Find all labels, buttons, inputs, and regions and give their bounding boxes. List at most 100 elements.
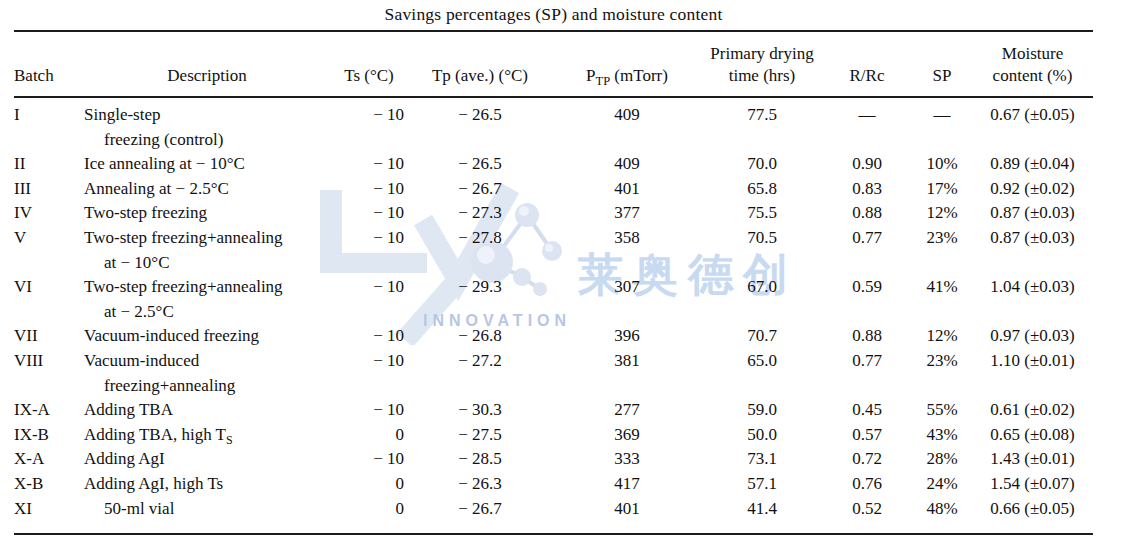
cell-drying-time: 59.0 [702,398,822,423]
cell-tp: − 30.3 [408,398,552,423]
cell-description: Adding AgI [84,447,330,472]
cell-batch: IV [14,201,84,226]
cell-description: Vacuum-induced freezing+annealing [84,349,330,398]
cell-batch: VIII [14,349,84,398]
cell-moisture: 0.97 (±0.03) [972,324,1093,349]
cell-ptp: 396 [552,324,702,349]
cell-rrc: 0.90 [822,152,912,177]
cell-batch: III [14,177,84,202]
cell-drying-time: 41.4 [702,497,822,535]
cell-ts: − 10 [330,349,408,398]
cell-drying-time: 70.7 [702,324,822,349]
cell-rrc: 0.88 [822,324,912,349]
cell-drying-time: 67.0 [702,275,822,324]
cell-ts: − 10 [330,398,408,423]
col-header-primary-drying: Primary drying time (hrs) [702,31,822,97]
cell-drying-time: 70.5 [702,226,822,275]
cell-rrc: 0.77 [822,226,912,275]
table-row: VIII Vacuum-induced freezing+annealing −… [14,349,1093,398]
cell-sp: 23% [912,226,972,275]
table-row: X-A Adding AgI − 10 − 28.5 333 73.1 0.72… [14,447,1093,472]
cell-sp: 12% [912,324,972,349]
cell-ptp: 307 [552,275,702,324]
cell-sp: 24% [912,472,972,497]
table-row: I Single-step freezing (control) − 10 − … [14,97,1093,152]
cell-sp: 23% [912,349,972,398]
cell-drying-time: 77.5 [702,97,822,152]
cell-moisture: 1.10 (±0.01) [972,349,1093,398]
table-row: V Two-step freezing+annealing at − 10°C … [14,226,1093,275]
cell-ts: − 10 [330,447,408,472]
col-header-sp: SP [912,31,972,97]
table-row: VII Vacuum-induced freezing − 10 − 26.8 … [14,324,1093,349]
table-row: II Ice annealing at − 10°C − 10 − 26.5 4… [14,152,1093,177]
cell-batch: XI [14,497,84,535]
cell-ptp: 358 [552,226,702,275]
cell-ts: 0 [330,423,408,448]
cell-batch: X-B [14,472,84,497]
cell-description: Adding TBA [84,398,330,423]
table-row: X-B Adding AgI, high Ts 0 − 26.3 417 57.… [14,472,1093,497]
table-row: IV Two-step freezing − 10 − 27.3 377 75.… [14,201,1093,226]
cell-ptp: 401 [552,497,702,535]
cell-rrc: 0.45 [822,398,912,423]
cell-ptp: 377 [552,201,702,226]
col-header-description: Description [84,31,330,97]
cell-moisture: 0.89 (±0.04) [972,152,1093,177]
cell-moisture: 0.87 (±0.03) [972,226,1093,275]
cell-description: Two-step freezing [84,201,330,226]
cell-ts: − 10 [330,201,408,226]
cell-batch: II [14,152,84,177]
cell-tp: − 28.5 [408,447,552,472]
cell-ptp: 277 [552,398,702,423]
cell-batch: IX-A [14,398,84,423]
cell-batch: V [14,226,84,275]
cell-batch: VII [14,324,84,349]
col-header-rrc: R/Rc [822,31,912,97]
cell-ptp: 401 [552,177,702,202]
cell-ts: 0 [330,472,408,497]
cell-drying-time: 65.8 [702,177,822,202]
cell-moisture: 1.04 (±0.03) [972,275,1093,324]
cell-ptp: 369 [552,423,702,448]
cell-ts: − 10 [330,275,408,324]
col-header-ptp: PTP (mTorr) [552,31,702,97]
cell-moisture: 0.65 (±0.08) [972,423,1093,448]
header-row: Batch Description Ts (°C) Tp (ave.) (°C)… [14,31,1093,97]
cell-description: Single-step freezing (control) [84,97,330,152]
cell-moisture: 0.67 (±0.05) [972,97,1093,152]
cell-moisture: 0.66 (±0.05) [972,497,1093,535]
cell-sp: 55% [912,398,972,423]
cell-ptp: 409 [552,152,702,177]
cell-drying-time: 75.5 [702,201,822,226]
cell-description: Two-step freezing+annealing at − 2.5°C [84,275,330,324]
table-row: XI 50-ml vial 0 − 26.7 401 41.4 0.52 48%… [14,497,1093,535]
cell-sp: 43% [912,423,972,448]
cell-rrc: — [822,97,912,152]
col-header-tp: Tp (ave.) (°C) [408,31,552,97]
cell-ptp: 333 [552,447,702,472]
cell-rrc: 0.77 [822,349,912,398]
cell-tp: − 26.3 [408,472,552,497]
cell-batch: X-A [14,447,84,472]
cell-ptp: 409 [552,97,702,152]
cell-ptp: 417 [552,472,702,497]
cell-rrc: 0.59 [822,275,912,324]
cell-sp: 41% [912,275,972,324]
cell-batch: IX-B [14,423,84,448]
cell-ts: − 10 [330,226,408,275]
cell-sp: 28% [912,447,972,472]
cell-rrc: 0.88 [822,201,912,226]
cell-moisture: 1.54 (±0.07) [972,472,1093,497]
cell-tp: − 29.3 [408,275,552,324]
table-caption: Savings percentages (SP) and moisture co… [14,0,1093,30]
cell-tp: − 26.8 [408,324,552,349]
cell-drying-time: 57.1 [702,472,822,497]
cell-batch: VI [14,275,84,324]
cell-ts: − 10 [330,152,408,177]
cell-batch: I [14,97,84,152]
table-row: VI Two-step freezing+annealing at − 2.5°… [14,275,1093,324]
cell-moisture: 0.92 (±0.02) [972,177,1093,202]
cell-description: Vacuum-induced freezing [84,324,330,349]
cell-tp: − 27.2 [408,349,552,398]
